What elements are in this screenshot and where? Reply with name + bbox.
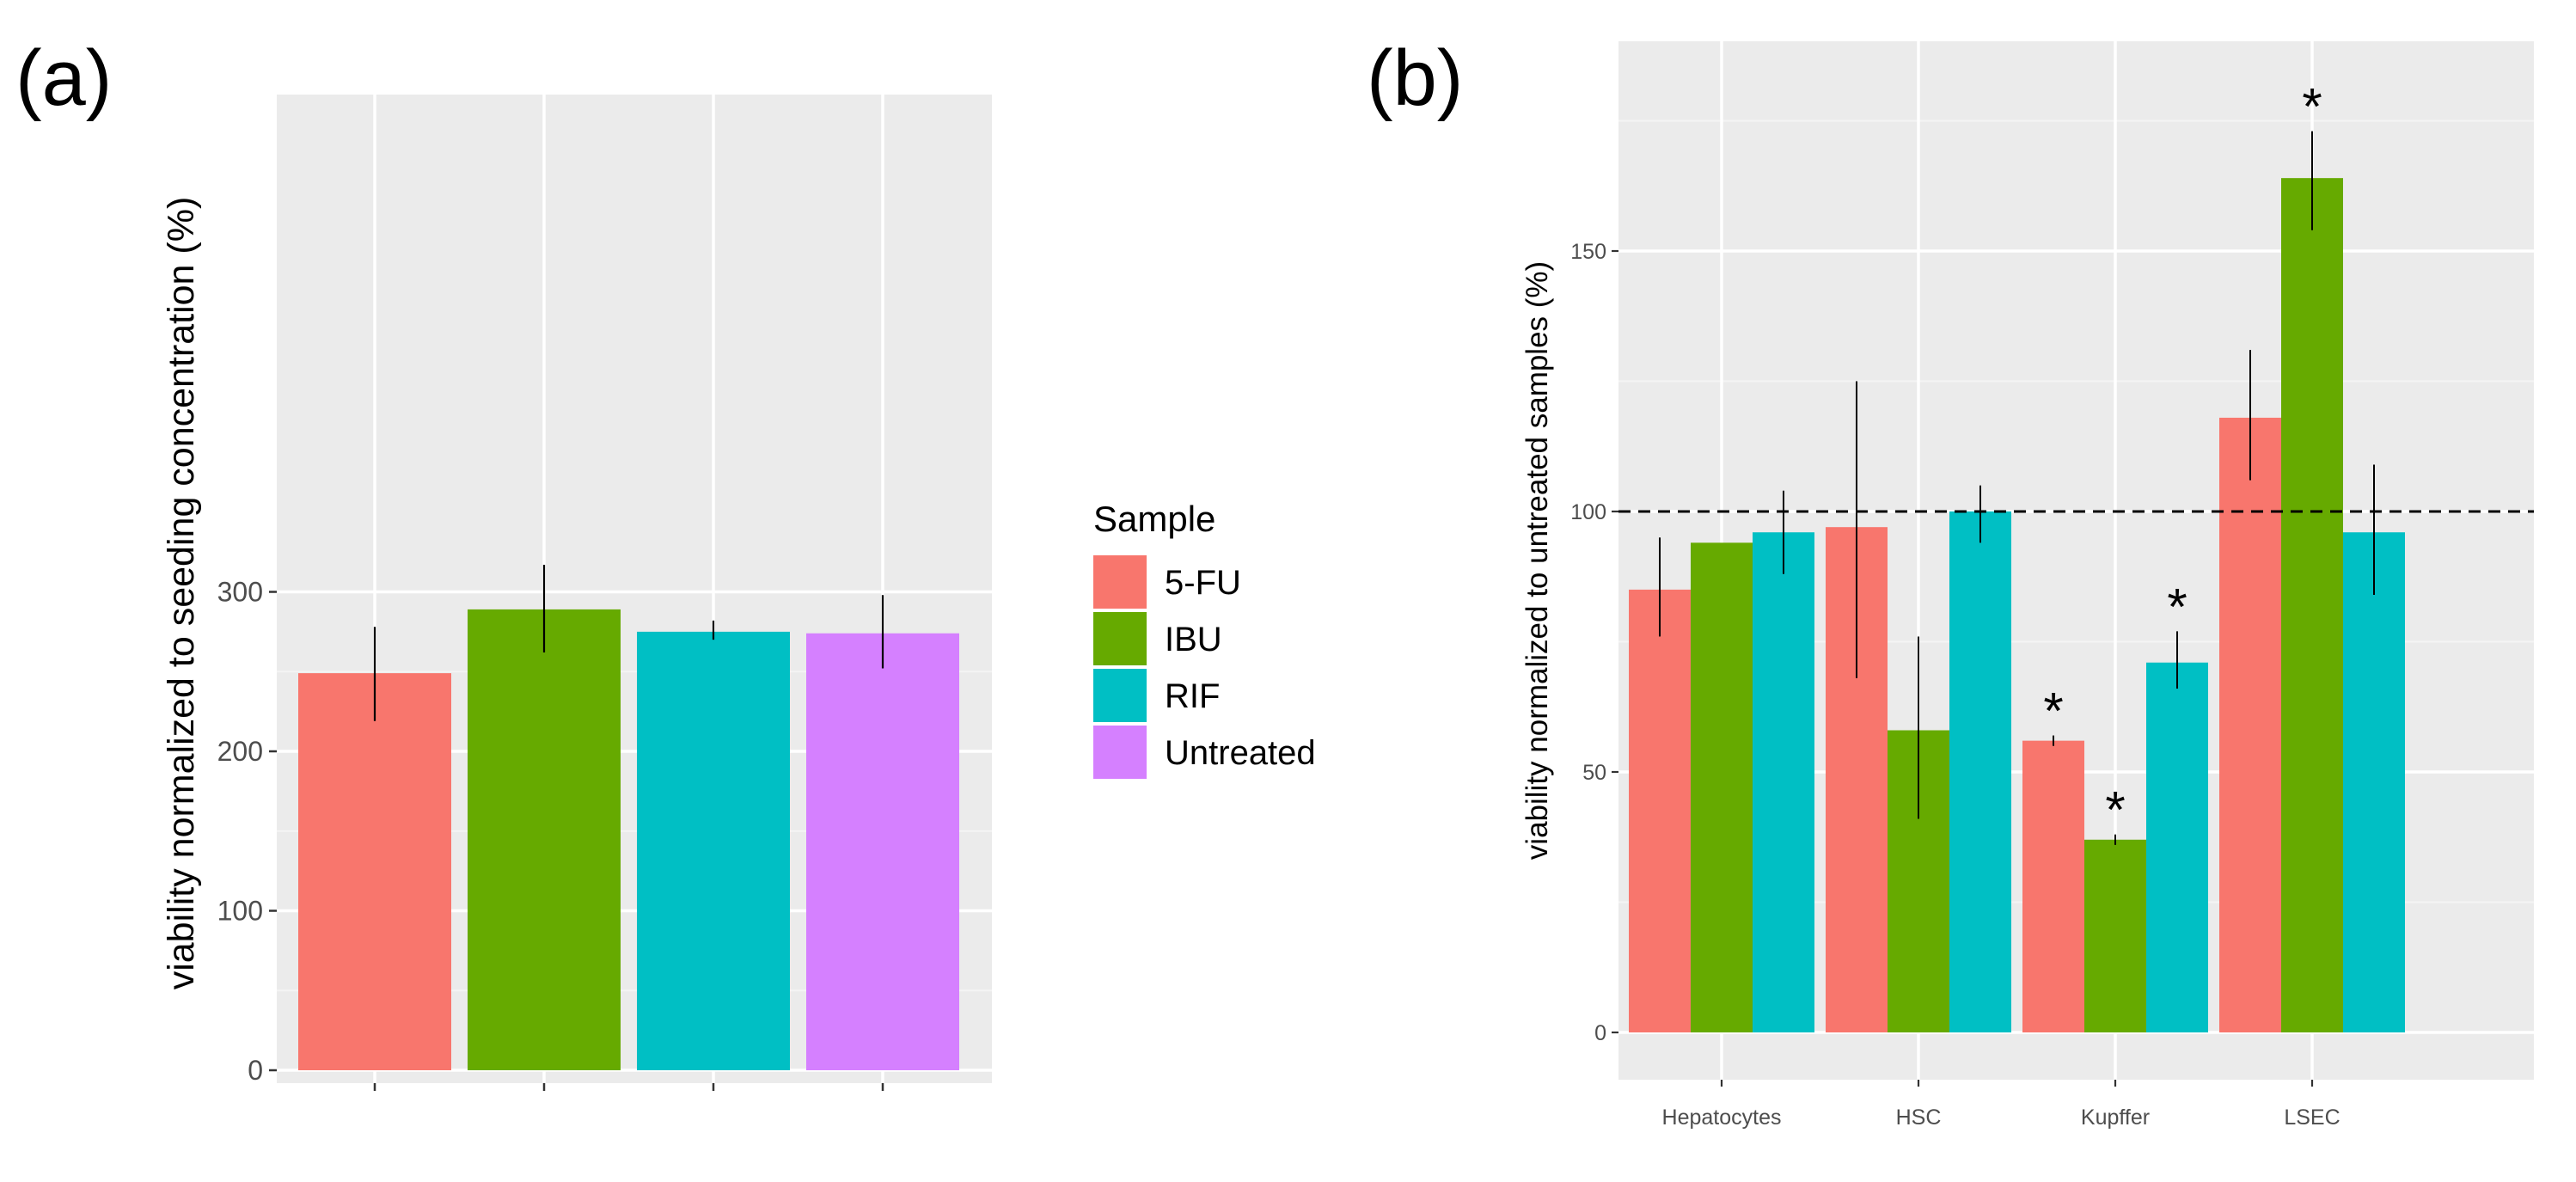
- panel-b-label: (b): [1367, 34, 1463, 122]
- panel-a-error-bars: [373, 564, 884, 721]
- panel-b-significance-star: *: [2167, 578, 2187, 635]
- panel-b-y-tick-label: 0: [1594, 1021, 1606, 1045]
- panel-b-bar-kupffer-rif: [2146, 662, 2208, 1032]
- panel-b-y-tick-label: 100: [1570, 500, 1606, 524]
- panel-b-bar-kupffer-5-fu: [2022, 740, 2084, 1032]
- panel-a-bar-untreated: [806, 633, 959, 1070]
- panel-b-x-ticks: Hepatocytes HSC Kupffer LSEC: [1662, 1080, 2340, 1130]
- legend-swatch-untreated: [1093, 726, 1147, 779]
- legend-swatch-rif: [1093, 669, 1147, 722]
- panel-b: (b) * * * * 0 50 100 150 Hepatocytes HSC Kupffer…: [1367, 34, 2534, 1130]
- panel-b-bar-hepatocytes-5-fu: [1629, 589, 1691, 1032]
- legend-swatch-5-fu: [1093, 555, 1147, 609]
- panel-b-bars: [1629, 178, 2405, 1032]
- panel-b-x-tick-label: Hepatocytes: [1662, 1105, 1782, 1130]
- legend-label: IBU: [1165, 621, 1222, 658]
- panel-b-bar-kupffer-ibu: [2084, 839, 2146, 1032]
- panel-b-bar-lsec-ibu: [2281, 178, 2343, 1032]
- panel-a-bars: [298, 609, 959, 1070]
- panel-a-label: (a): [15, 34, 112, 122]
- legend: Sample 5-FU IBU RIF Untreated: [1093, 499, 1316, 779]
- panel-a-bar-rif: [637, 631, 790, 1070]
- panel-a-y-tick-label: 100: [217, 896, 263, 927]
- panel-b-error-bars: [1659, 131, 2375, 845]
- panel-a-y-axis-title: viability normalized to seeding concentr…: [161, 197, 202, 990]
- legend-swatch-ibu: [1093, 612, 1147, 665]
- panel-a-y-tick-label: 0: [248, 1055, 263, 1086]
- panel-a-bar-5-fu: [298, 673, 451, 1070]
- panel-b-y-axis-title: viability normalized to untreated sample…: [1521, 261, 1554, 860]
- panel-b-y-ticks: 0 50 100 150: [1570, 240, 1618, 1045]
- panel-b-y-tick-label: 150: [1570, 240, 1606, 264]
- panel-b-significance-star: *: [2302, 78, 2322, 136]
- panel-a-y-tick-label: 200: [217, 736, 263, 767]
- panel-b-x-tick-label: HSC: [1896, 1105, 1942, 1130]
- panel-a-bar-ibu: [468, 609, 621, 1070]
- panel-a: (a) 0 100 200 300 viability normalized to s…: [15, 34, 992, 1091]
- panel-b-bar-hepatocytes-ibu: [1691, 542, 1753, 1032]
- panel-b-x-tick-label: Kupffer: [2081, 1105, 2150, 1130]
- legend-label: 5-FU: [1165, 564, 1241, 602]
- panel-b-significance-star: *: [2043, 683, 2063, 740]
- panel-b-significance-star: *: [2105, 781, 2125, 839]
- panel-b-bar-lsec-5-fu: [2219, 417, 2281, 1032]
- legend-label: RIF: [1165, 677, 1220, 715]
- legend-label: Untreated: [1165, 734, 1316, 772]
- panel-b-bar-hsc-rif: [1949, 511, 2011, 1032]
- legend-title: Sample: [1093, 499, 1215, 539]
- panel-a-y-tick-label: 300: [217, 577, 263, 608]
- legend-items: 5-FU IBU RIF Untreated: [1093, 555, 1316, 779]
- panel-b-bar-hepatocytes-rif: [1753, 532, 1814, 1032]
- panel-b-significance-markers: * * * *: [2043, 78, 2322, 839]
- panel-b-bar-lsec-rif: [2343, 532, 2405, 1032]
- panel-b-y-tick-label: 50: [1582, 761, 1606, 785]
- panel-a-y-ticks: 0 100 200 300: [217, 577, 884, 1091]
- panel-b-x-tick-label: LSEC: [2284, 1105, 2340, 1130]
